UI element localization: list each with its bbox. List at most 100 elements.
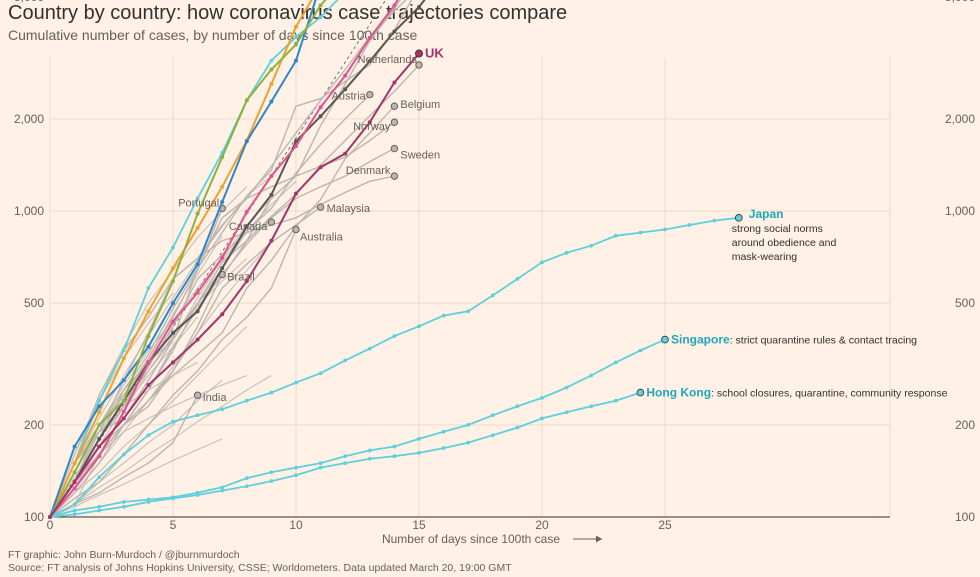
data-point-italy — [318, 114, 323, 119]
data-point-singapore — [417, 436, 421, 441]
data-point-uk — [294, 191, 298, 196]
data-point-japan — [564, 250, 569, 255]
background-series-line — [49, 197, 272, 518]
grid — [49, 58, 891, 518]
data-point-iran — [195, 211, 200, 216]
data-point-spain — [72, 444, 77, 449]
data-point-japan — [663, 227, 667, 232]
data-point-iran — [318, 3, 323, 8]
data-point-italy — [343, 87, 348, 92]
series-label-canada: Canada — [229, 221, 268, 233]
data-point-spain — [220, 200, 225, 205]
series-label-norway: Norway — [353, 121, 391, 133]
data-point-japan — [294, 380, 298, 385]
series-end-marker-netherlands — [415, 61, 423, 69]
data-point-china — [97, 410, 102, 415]
series-end-marker-hong-kong — [636, 388, 645, 397]
data-point-japan — [613, 233, 618, 238]
x-axis-arrowhead — [596, 535, 602, 543]
data-point-singapore — [613, 360, 618, 365]
background-series-line — [49, 292, 174, 518]
data-point-singapore — [466, 422, 471, 427]
series-line-uk — [49, 52, 420, 518]
data-point-singapore — [121, 500, 126, 504]
data-point-spain — [294, 58, 298, 63]
data-point-us — [195, 290, 200, 295]
data-point-italy — [269, 192, 274, 197]
data-point-hong-kong — [515, 425, 520, 430]
data-point-hong-kong — [269, 479, 274, 484]
y-tick-label-right: 500 — [955, 296, 975, 310]
data-point-japan — [367, 346, 372, 351]
data-point-singapore — [540, 396, 544, 400]
data-point-japan — [195, 413, 200, 418]
data-point-iran — [171, 279, 175, 284]
data-point-singapore — [392, 444, 397, 449]
data-point-uk — [121, 416, 126, 421]
series-label-austria: Austria — [332, 91, 367, 103]
y-tick-label-left: 2,000 — [14, 112, 44, 126]
series-end-marker-austria — [366, 90, 374, 99]
data-point-s-korea — [171, 245, 175, 250]
data-point-singapore — [269, 470, 274, 475]
data-point-iran — [72, 470, 77, 475]
data-point-italy — [392, 29, 397, 34]
data-point-singapore — [589, 373, 594, 378]
data-point-iran — [121, 398, 126, 403]
series-end-marker-sweden — [390, 144, 399, 153]
data-point-china — [195, 225, 200, 230]
data-point-s-korea — [121, 348, 126, 353]
series-end-marker-malaysia — [316, 203, 325, 211]
footer: FT graphic: John Burn-Murdoch / @jburnmu… — [8, 549, 512, 575]
data-point-uk — [343, 151, 348, 156]
series-note-japan: strong social norms — [732, 223, 823, 235]
data-point-hong-kong — [564, 410, 569, 415]
data-point-us — [294, 144, 298, 149]
data-point-italy — [294, 139, 298, 144]
data-point-japan — [490, 293, 495, 298]
data-point-us — [244, 209, 249, 214]
data-point-spain — [195, 262, 200, 267]
data-point-italy — [195, 309, 200, 314]
series-label-brazil: Brazil — [227, 272, 255, 284]
x-tick-label: 10 — [289, 518, 303, 532]
data-point-spain — [121, 378, 126, 383]
data-point-iran — [294, 42, 298, 47]
series-end-marker-japan — [734, 214, 743, 222]
data-point-us — [220, 255, 225, 260]
data-point-japan — [121, 452, 126, 457]
y-tick-label-right: 200 — [955, 418, 975, 432]
x-tick-label: 25 — [658, 518, 672, 532]
data-point-japan — [540, 260, 544, 265]
data-point-hong-kong — [589, 404, 594, 409]
data-point-singapore — [72, 508, 77, 513]
data-point-italy — [171, 330, 175, 335]
data-point-uk — [146, 383, 151, 388]
y-tick-label-right: 2,000 — [945, 112, 975, 126]
data-point-china — [121, 356, 126, 361]
data-point-uk — [244, 279, 249, 284]
series-label-australia: Australia — [300, 232, 344, 244]
data-point-spain — [97, 404, 102, 409]
series-note-japan: mask-wearing — [732, 251, 798, 263]
y-tick-label-right: 100 — [955, 510, 975, 524]
data-point-uk — [269, 238, 274, 243]
data-point-spain — [146, 344, 151, 349]
data-point-hong-kong — [97, 508, 102, 513]
data-point-iran — [269, 67, 274, 72]
series-note-japan: around obedience and — [732, 237, 837, 249]
data-point-singapore — [97, 504, 102, 509]
labelled-gray-series — [49, 0, 423, 518]
teal-series — [48, 0, 743, 519]
data-point-italy — [367, 59, 372, 64]
data-point-singapore — [244, 476, 249, 481]
highlight-series — [48, 0, 426, 519]
data-point-iran — [97, 422, 102, 427]
data-point-us — [121, 409, 126, 414]
y-tick-label-left: 5,000 — [14, 0, 44, 4]
x-tick-label: 20 — [535, 518, 549, 532]
y-tick-label-right: 5,000 — [945, 0, 975, 4]
data-point-hong-kong — [121, 504, 126, 509]
data-point-japan — [97, 475, 102, 480]
